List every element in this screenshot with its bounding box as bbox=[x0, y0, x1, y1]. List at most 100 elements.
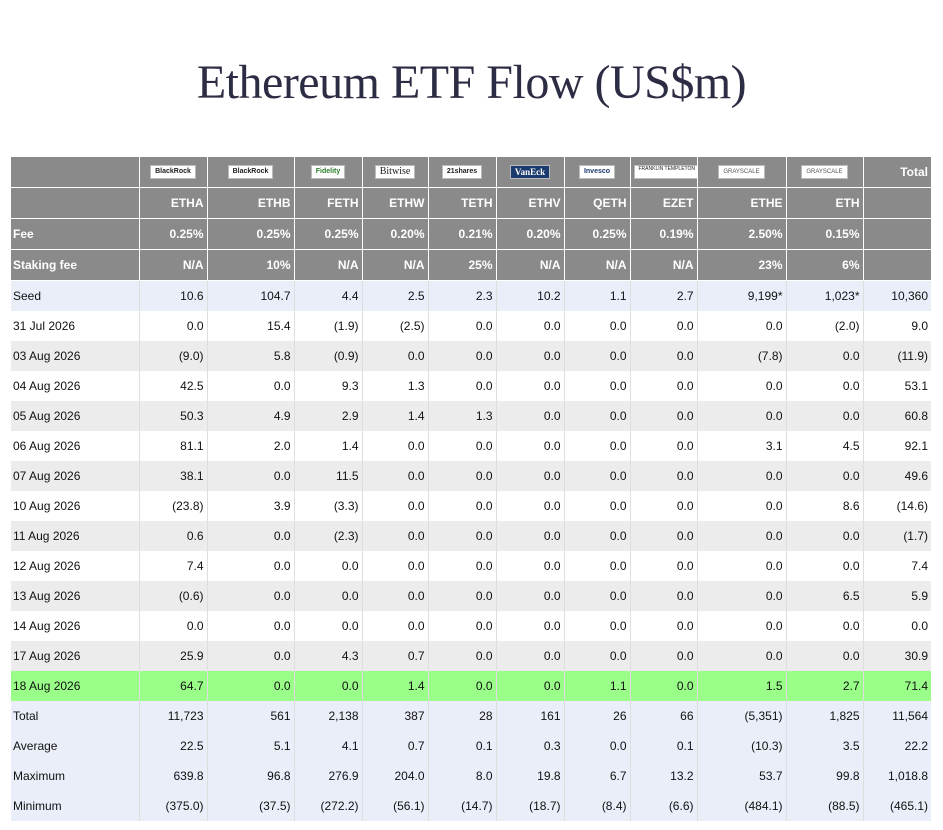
flow-cell: 0.0 bbox=[495, 641, 564, 671]
issuer-logo: Bitwise bbox=[374, 165, 416, 180]
flow-cell: 0.0 bbox=[206, 551, 294, 581]
fee-cell: N/A bbox=[495, 249, 564, 281]
ticker-header: ETHV bbox=[495, 187, 564, 219]
flow-cell: 9.0 bbox=[862, 311, 931, 341]
flow-cell: 9.3 bbox=[293, 371, 362, 401]
row-label: 05 Aug 2026 bbox=[11, 401, 139, 431]
issuer-logo: 21shares bbox=[441, 165, 483, 180]
flow-cell: 2.5 bbox=[361, 280, 428, 311]
row-label: 13 Aug 2026 bbox=[11, 581, 139, 611]
flow-cell: 1.4 bbox=[361, 671, 428, 701]
flow-cell: 8.6 bbox=[785, 491, 863, 521]
ticker-header: TETH bbox=[427, 187, 496, 219]
flow-cell: 387 bbox=[361, 701, 428, 731]
page-title: Ethereum ETF Flow (US$m) bbox=[196, 56, 747, 109]
flow-cell: 276.9 bbox=[293, 761, 362, 791]
fee-cell: 0.25% bbox=[563, 218, 630, 250]
flow-cell: (23.8) bbox=[138, 491, 207, 521]
row-label: Minimum bbox=[11, 791, 139, 821]
flow-cell: 0.0 bbox=[427, 461, 496, 491]
flow-cell: 0.0 bbox=[206, 461, 294, 491]
fee-cell: N/A bbox=[361, 249, 428, 281]
flow-cell: 92.1 bbox=[862, 431, 931, 461]
flow-cell: 2,138 bbox=[293, 701, 362, 731]
flow-cell: 0.0 bbox=[563, 581, 630, 611]
flow-cell: 0.0 bbox=[361, 581, 428, 611]
fee-cell: N/A bbox=[138, 249, 207, 281]
table-row: Total 11,723 561 2,138 387 28 161 26 66 (5,351) 1,… bbox=[11, 701, 931, 731]
ticker-header: ETHB bbox=[206, 187, 294, 219]
flow-cell: 204.0 bbox=[361, 761, 428, 791]
flow-cell: 0.0 bbox=[563, 611, 630, 641]
flow-cell: 11.5 bbox=[293, 461, 362, 491]
flow-cell: 0.0 bbox=[862, 611, 931, 641]
flow-cell: 0.0 bbox=[629, 671, 697, 701]
flow-cell: 0.0 bbox=[629, 431, 697, 461]
flow-cell: 0.0 bbox=[696, 401, 786, 431]
table-row: 11 Aug 2026 0.6 0.0 (2.3) 0.0 0.0 0.0 0.0 0.0 0.0… bbox=[11, 521, 931, 551]
table-row: 05 Aug 2026 50.3 4.9 2.9 1.4 1.3 0.0 0.0 0.0 0.0 0… bbox=[11, 401, 931, 431]
flow-cell: 71.4 bbox=[862, 671, 931, 701]
flow-cell: 0.0 bbox=[495, 611, 564, 641]
fee-cell: 0.25% bbox=[293, 218, 362, 250]
flow-cell: (6.6) bbox=[629, 791, 697, 821]
flow-cell: (5,351) bbox=[696, 701, 786, 731]
table-row: 07 Aug 2026 38.1 0.0 11.5 0.0 0.0 0.0 0.0 0.0 0.0… bbox=[11, 461, 931, 491]
issuer-logo: GRAYSCALE bbox=[718, 165, 765, 180]
ticker-header: ETHE bbox=[696, 187, 786, 219]
flow-cell: 8.0 bbox=[427, 761, 496, 791]
flow-cell: 0.7 bbox=[361, 731, 428, 761]
issuer-logo-cell: FRANKLIN TEMPLETON bbox=[629, 157, 697, 188]
flow-cell: 25.9 bbox=[138, 641, 207, 671]
row-label: 12 Aug 2026 bbox=[11, 551, 139, 581]
flow-cell: 0.0 bbox=[361, 431, 428, 461]
flow-cell: 0.0 bbox=[427, 341, 496, 371]
flow-cell: 1.4 bbox=[293, 431, 362, 461]
issuer-logo-cell: Invesco bbox=[563, 157, 630, 188]
flow-cell: (10.3) bbox=[696, 731, 786, 761]
flow-cell: (8.4) bbox=[563, 791, 630, 821]
row-label: 10 Aug 2026 bbox=[11, 491, 139, 521]
row-label: 14 Aug 2026 bbox=[11, 611, 139, 641]
flow-cell: 0.6 bbox=[138, 521, 207, 551]
flow-cell: 1.5 bbox=[696, 671, 786, 701]
flow-cell: 9,199* bbox=[696, 280, 786, 311]
table-row: 12 Aug 2026 7.4 0.0 0.0 0.0 0.0 0.0 0.0 0.0 0.0 0.… bbox=[11, 551, 931, 581]
flow-cell: 0.0 bbox=[696, 581, 786, 611]
flow-cell: 0.0 bbox=[206, 641, 294, 671]
flow-cell: 0.0 bbox=[629, 311, 697, 341]
flow-cell: 0.0 bbox=[206, 521, 294, 551]
issuer-logo-cell: Bitwise bbox=[361, 157, 428, 188]
flow-cell: 1.1 bbox=[563, 671, 630, 701]
fee-cell: 0.20% bbox=[361, 218, 428, 250]
table-row: Maximum 639.8 96.8 276.9 204.0 8.0 19.8 6.7 13.2… bbox=[11, 761, 931, 791]
flow-cell: 0.1 bbox=[427, 731, 496, 761]
fee-cell: 0.25% bbox=[138, 218, 207, 250]
flow-cell: 0.0 bbox=[563, 491, 630, 521]
total-header: Total bbox=[862, 157, 931, 188]
flow-cell: 0.0 bbox=[696, 371, 786, 401]
flow-cell: 0.0 bbox=[785, 401, 863, 431]
row-label: 31 Jul 2026 bbox=[11, 311, 139, 341]
issuer-logo-cell: BlackRock bbox=[138, 157, 207, 188]
flow-cell: 4.3 bbox=[293, 641, 362, 671]
empty-header bbox=[862, 249, 931, 281]
flow-cell: 561 bbox=[206, 701, 294, 731]
flow-cell: 0.0 bbox=[361, 341, 428, 371]
ticker-header: ETHA bbox=[138, 187, 207, 219]
flow-cell: 38.1 bbox=[138, 461, 207, 491]
flow-cell: 0.0 bbox=[293, 671, 362, 701]
flow-cell: 0.1 bbox=[629, 731, 697, 761]
flow-cell: 1,825 bbox=[785, 701, 863, 731]
flow-cell: 0.0 bbox=[696, 551, 786, 581]
flow-cell: 30.9 bbox=[862, 641, 931, 671]
flow-cell: 0.0 bbox=[563, 341, 630, 371]
flow-cell: 0.0 bbox=[427, 491, 496, 521]
flow-cell: 6.7 bbox=[563, 761, 630, 791]
flow-cell: 0.0 bbox=[427, 641, 496, 671]
flow-cell: 0.0 bbox=[206, 581, 294, 611]
flow-cell: 0.0 bbox=[563, 311, 630, 341]
flow-cell: 15.4 bbox=[206, 311, 294, 341]
flow-cell: 4.4 bbox=[293, 280, 362, 311]
issuer-logo: GRAYSCALE bbox=[801, 165, 848, 180]
